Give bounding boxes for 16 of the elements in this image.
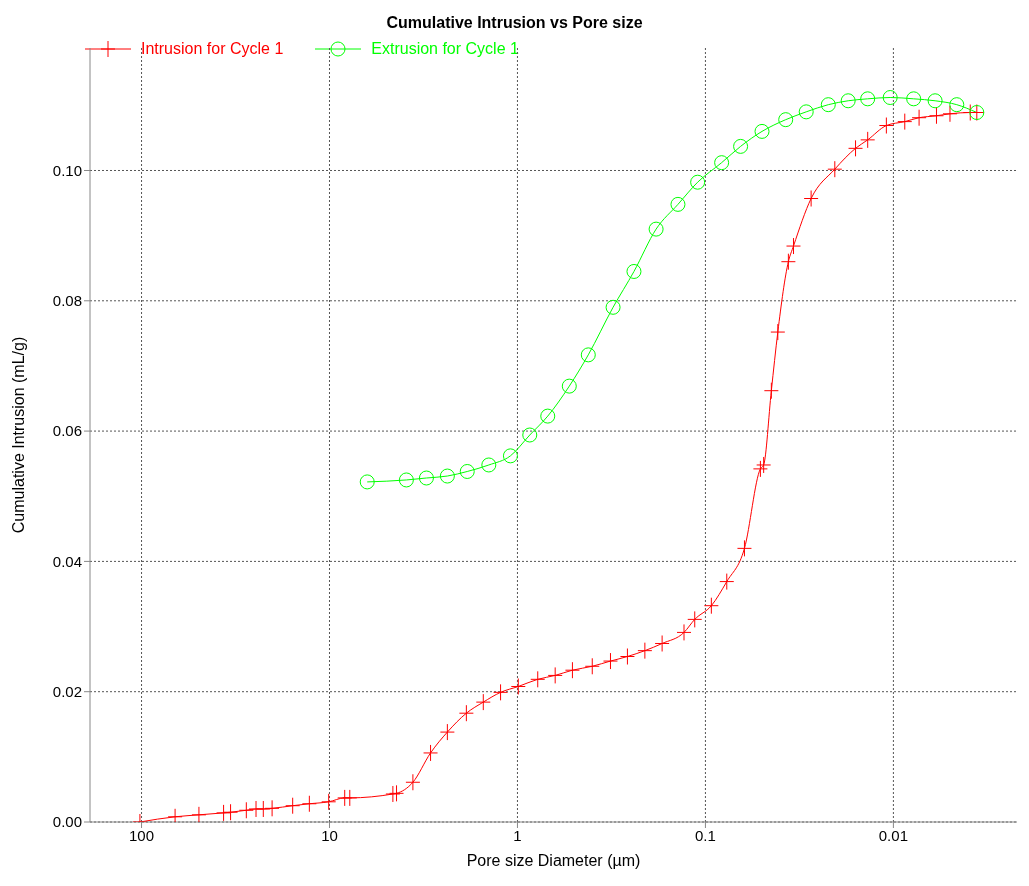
chart-title: Cumulative Intrusion vs Pore size	[385, 14, 644, 32]
x-tick-label: 10	[321, 826, 338, 844]
y-tick-label: 0.06	[52, 422, 82, 440]
x-axis-title: Pore size Diameter (µm)	[466, 852, 641, 869]
x-tick-label: 0.01	[878, 826, 908, 844]
y-tick-label: 0.02	[52, 683, 82, 701]
x-tick-label: 100	[129, 826, 155, 844]
x-tick-label: 0.1	[695, 826, 716, 844]
y-axis-title: Cumulative Intrusion (mL/g)	[9, 336, 27, 534]
x-tick-label: 1	[513, 826, 522, 844]
legend-label: Extrusion for Cycle 1	[371, 40, 519, 58]
y-tick-label: 0.04	[52, 552, 82, 570]
y-tick-label: 0.00	[52, 813, 82, 831]
y-tick-label: 0.10	[52, 161, 82, 179]
legend-label: Intrusion for Cycle 1	[141, 40, 284, 58]
y-tick-label: 0.08	[52, 292, 82, 310]
